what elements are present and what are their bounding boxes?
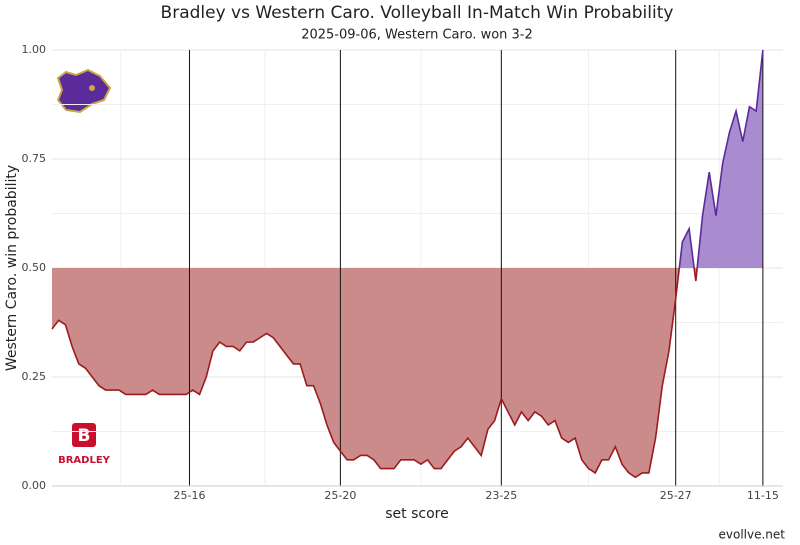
chart-title: Bradley vs Western Caro. Volleyball In-M… bbox=[161, 3, 674, 23]
x-tick-label: 11-15 bbox=[747, 489, 779, 502]
x-tick-label: 25-16 bbox=[173, 489, 205, 502]
chart-subtitle: 2025-09-06, Western Caro. won 3-2 bbox=[301, 28, 533, 43]
bradley-logo: B BRADLEY bbox=[58, 423, 111, 466]
probability-area bbox=[52, 50, 763, 478]
y-tick-label: 0.50 bbox=[22, 261, 47, 274]
logo-eye bbox=[89, 85, 95, 91]
y-tick-label: 1.00 bbox=[22, 43, 47, 56]
y-tick-label: 0.25 bbox=[22, 370, 47, 383]
logo-text: BRADLEY bbox=[58, 455, 111, 466]
y-axis-label: Western Caro. win probability bbox=[4, 165, 20, 371]
caption: evollve.net bbox=[719, 528, 786, 542]
probability-line bbox=[51, 49, 764, 479]
y-tick-label: 0.75 bbox=[22, 152, 47, 165]
western-carolina-logo bbox=[56, 68, 112, 114]
x-axis-label: set score bbox=[385, 506, 448, 522]
x-tick-label: 23-25 bbox=[485, 489, 517, 502]
x-tick-label: 25-20 bbox=[324, 489, 356, 502]
logo-letter: B bbox=[78, 426, 91, 446]
logo-shape bbox=[56, 68, 112, 114]
logo-badge bbox=[72, 423, 96, 447]
y-tick-label: 0.00 bbox=[22, 479, 47, 492]
x-tick-label: 25-27 bbox=[660, 489, 692, 502]
